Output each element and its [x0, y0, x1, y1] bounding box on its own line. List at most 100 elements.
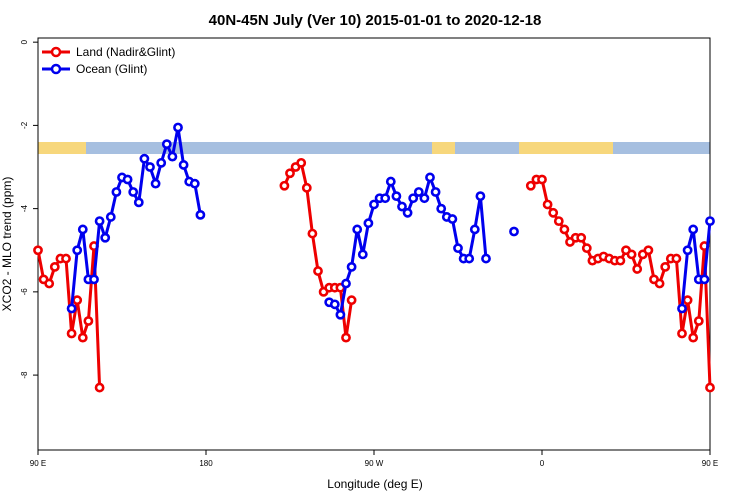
data-point-ocean — [475, 191, 486, 202]
data-point-land — [682, 295, 693, 306]
x-tick-label: 180 — [199, 459, 213, 468]
data-point-ocean — [469, 224, 480, 235]
surface-strip-ocean — [130, 142, 256, 154]
data-point-land — [632, 264, 643, 274]
series-layer — [33, 122, 715, 393]
data-point-ocean — [173, 122, 183, 133]
y-tick-label: -2 — [20, 121, 29, 129]
data-point-ocean — [447, 214, 458, 224]
data-point-land — [576, 232, 587, 243]
data-point-ocean — [161, 139, 172, 150]
data-point-land — [677, 328, 687, 339]
data-point-land — [72, 295, 83, 306]
data-point-ocean — [94, 216, 105, 227]
data-point-ocean — [89, 274, 99, 285]
data-point-ocean — [100, 232, 111, 243]
data-point-land — [693, 316, 704, 326]
surface-strip-ocean — [613, 142, 710, 154]
data-point-ocean — [369, 199, 379, 210]
y-tick-label: 0 — [20, 39, 29, 44]
data-point-land — [346, 295, 357, 306]
data-point-ocean — [352, 224, 363, 235]
legend-ocean-marker — [50, 63, 62, 75]
data-point-ocean — [419, 193, 430, 204]
data-point-ocean — [66, 303, 77, 314]
data-point-ocean — [111, 187, 122, 197]
data-point-ocean — [77, 224, 88, 235]
data-point-land — [542, 199, 553, 210]
x-tick-label: 90 W — [365, 459, 384, 468]
data-point-land — [688, 332, 699, 343]
surface-strip-ocean — [86, 142, 130, 154]
data-point-ocean — [413, 187, 424, 197]
data-point-land — [66, 328, 77, 339]
data-point-ocean — [167, 151, 178, 162]
data-point-ocean — [150, 178, 161, 189]
data-point-land — [307, 228, 318, 239]
data-point-ocean — [133, 197, 144, 208]
data-point-ocean — [688, 224, 699, 235]
data-point-ocean — [357, 249, 368, 260]
series-line-ocean — [680, 220, 712, 309]
data-point-ocean — [481, 253, 491, 264]
y-tick-label: -8 — [20, 371, 29, 379]
data-point-ocean — [397, 201, 407, 212]
data-point-land — [279, 180, 290, 191]
data-point-ocean — [464, 253, 475, 264]
surface-strip-ocean — [455, 142, 519, 154]
data-point-land — [301, 182, 312, 193]
data-point-land — [643, 245, 654, 256]
data-point-ocean — [178, 160, 189, 170]
data-point-land — [553, 216, 564, 227]
data-point-ocean — [380, 193, 391, 204]
data-point-ocean — [195, 209, 206, 220]
data-point-ocean — [122, 174, 133, 185]
data-point-ocean — [391, 191, 402, 202]
data-point-land — [285, 168, 295, 179]
x-axis: 90 E 180 90 W 0 90 E — [30, 450, 718, 468]
data-point-ocean — [346, 261, 357, 272]
y-axis-label: XCO2 - MLO trend (ppm) — [0, 177, 14, 312]
legend-land-marker — [50, 46, 62, 58]
data-point-ocean — [335, 309, 346, 320]
data-point-ocean — [139, 153, 150, 164]
data-point-ocean — [72, 245, 83, 256]
data-point-land — [77, 332, 88, 343]
y-tick-label: -4 — [20, 205, 29, 213]
data-point-ocean — [385, 176, 396, 187]
legend-land-label: Land (Nadir&Glint) — [76, 45, 175, 59]
data-point-land — [83, 316, 94, 326]
data-point-ocean — [682, 245, 693, 256]
data-point-land — [654, 278, 665, 289]
data-point-land — [705, 382, 715, 393]
data-point-land — [33, 245, 43, 256]
surface-type-strip — [38, 142, 710, 154]
data-point-land — [296, 157, 307, 168]
data-point-ocean — [699, 274, 710, 285]
data-point-ocean — [341, 278, 351, 289]
legend-ocean-label: Ocean (Glint) — [76, 62, 147, 76]
data-point-land — [44, 278, 55, 289]
data-point-land — [581, 243, 592, 254]
data-point-ocean — [408, 193, 419, 204]
data-point-ocean — [402, 207, 413, 218]
data-point-land — [671, 253, 682, 264]
data-point-land — [559, 224, 570, 235]
data-point-ocean — [145, 162, 155, 172]
data-point-land — [548, 207, 559, 218]
data-point-ocean — [705, 216, 715, 227]
x-tick-label: 90 E — [702, 459, 718, 468]
data-point-land — [660, 261, 671, 272]
data-point-land — [341, 332, 351, 343]
data-point-land — [626, 249, 637, 260]
data-point-ocean — [425, 172, 435, 183]
x-tick-label: 90 E — [30, 459, 46, 468]
data-point-land — [537, 174, 547, 185]
legend: Land (Nadir&Glint) Ocean (Glint) — [42, 45, 175, 76]
data-point-land — [94, 382, 105, 393]
data-point-land — [61, 253, 71, 264]
data-point-ocean — [156, 157, 167, 168]
data-point-ocean — [677, 303, 687, 314]
data-point-land — [313, 266, 323, 276]
